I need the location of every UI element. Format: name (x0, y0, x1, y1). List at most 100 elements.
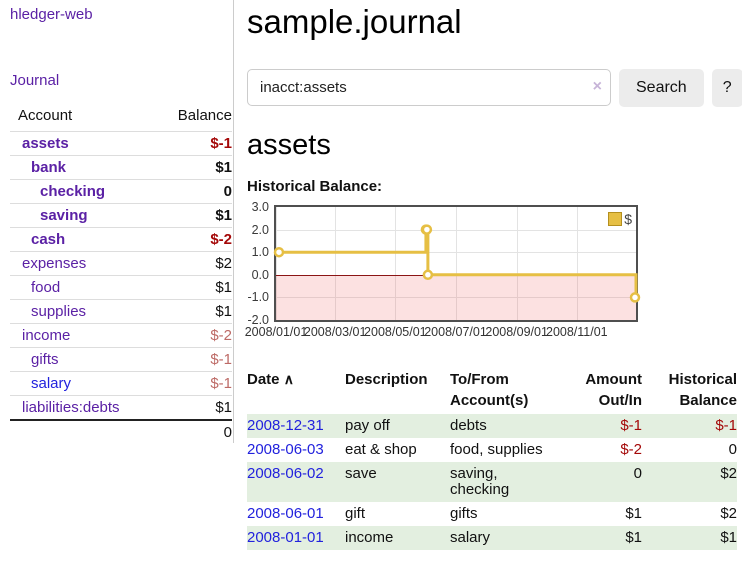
nav-journal-link[interactable]: Journal (10, 72, 60, 89)
account-balance: $1 (215, 399, 232, 416)
transaction-balance: $-1 (715, 417, 737, 434)
transaction-date-link[interactable]: 2008-01-01 (247, 529, 324, 546)
account-row: income $-2 (10, 323, 232, 347)
register-row: 2008-06-01 gift gifts $1 $2 (247, 502, 737, 526)
y-axis-tick: 3.0 (251, 200, 269, 214)
account-link-salary[interactable]: salary (31, 375, 72, 392)
page-title: sample.journal (247, 3, 462, 40)
account-heading: assets (247, 129, 331, 161)
v-gridline (576, 207, 578, 320)
transaction-amount: $1 (625, 505, 642, 522)
register-row: 2008-12-31 pay off debts $-1 $-1 (247, 414, 737, 438)
search-form: × Search ? (247, 69, 742, 107)
register-table: Date ∧ Description To/From Account(s) Am… (247, 366, 737, 550)
transaction-amount: $-2 (620, 441, 642, 458)
accounts-tree: Account Balance assets $-1 bank $1 check… (10, 103, 232, 444)
transaction-date-link[interactable]: 2008-12-31 (247, 417, 324, 434)
account-balance: 0 (223, 183, 232, 200)
account-link-cash[interactable]: cash (31, 231, 66, 248)
transaction-date-link[interactable]: 2008-06-03 (247, 441, 324, 458)
v-gridline (455, 207, 457, 320)
account-balance: $1 (215, 279, 232, 296)
transaction-date-link[interactable]: 2008-06-02 (247, 465, 324, 482)
account-link-income[interactable]: income (22, 327, 71, 344)
account-row: supplies $1 (10, 299, 232, 323)
help-button[interactable]: ? (711, 69, 742, 107)
register-row: 2008-01-01 income salary $1 $1 (247, 526, 737, 550)
account-row: cash $-2 (10, 227, 232, 251)
x-axis-tick: 2008/11/01 (545, 325, 608, 339)
chart-x-labels: 2008/01/01 2008/03/01 2008/05/01 2008/07/01… (245, 325, 739, 341)
transaction-date-link[interactable]: 2008-06-01 (247, 505, 324, 522)
transaction-accounts: gifts (450, 505, 478, 522)
account-balance: $1 (215, 303, 232, 320)
y-axis-tick: -2.0 (247, 313, 269, 327)
balance-step-line (273, 224, 641, 303)
account-balance: $1 (215, 159, 232, 176)
account-row: bank $1 (10, 155, 232, 179)
account-row: liabilities:debts $1 (10, 395, 232, 419)
account-link-supplies[interactable]: supplies (31, 303, 87, 320)
transaction-accounts: debts (450, 417, 487, 434)
data-point-marker (273, 246, 285, 258)
col-header-date: Date ∧ (247, 371, 294, 388)
account-link-bank[interactable]: bank (31, 159, 67, 176)
account-link-gifts[interactable]: gifts (31, 351, 59, 368)
account-row: salary $-1 (10, 371, 232, 395)
search-input-wrap: × (247, 69, 611, 106)
data-point-marker (422, 269, 434, 281)
col-header-description: Description (345, 371, 428, 388)
y-axis-tick: 0.0 (251, 267, 269, 282)
account-balance: $1 (215, 207, 232, 224)
legend-label: $ (624, 211, 632, 227)
v-gridline (335, 207, 337, 320)
account-row: expenses $2 (10, 251, 232, 275)
account-balance: $-1 (210, 375, 232, 392)
transaction-amount: 0 (633, 465, 642, 482)
transaction-amount: $1 (625, 529, 642, 546)
account-link-saving[interactable]: saving (40, 207, 88, 224)
transaction-accounts: food, supplies (450, 441, 543, 458)
account-row: gifts $-1 (10, 347, 232, 371)
v-gridline (276, 207, 277, 320)
data-point-marker (629, 292, 641, 303)
sort-ascending-icon: ∧ (283, 371, 294, 387)
chart-plot[interactable]: $ (273, 205, 641, 322)
sidebar-divider (233, 0, 234, 443)
register-header-row: Date ∧ Description To/From Account(s) Am… (247, 366, 737, 414)
y-axis-tick: 2.0 (251, 222, 269, 237)
negative-region (276, 274, 636, 320)
account-link-food[interactable]: food (31, 279, 61, 296)
account-row: assets $-1 (10, 131, 232, 155)
y-axis-tick: -1.0 (247, 290, 269, 305)
transaction-balance: $2 (720, 505, 737, 522)
x-axis-tick: 2008/07/01 (424, 325, 487, 339)
chart-title: Historical Balance: (247, 178, 383, 195)
account-link-checking[interactable]: checking (40, 183, 106, 200)
accounts-total: 0 (10, 419, 232, 444)
transaction-balance: $2 (720, 465, 737, 482)
clear-search-icon[interactable]: × (592, 78, 602, 95)
account-row: food $1 (10, 275, 232, 299)
transaction-accounts: saving, checking (450, 465, 510, 498)
account-link-assets[interactable]: assets (22, 135, 69, 152)
transaction-description: save (345, 465, 377, 482)
transaction-amount: $-1 (620, 417, 642, 434)
account-balance: $-1 (210, 351, 232, 368)
brand-link[interactable]: hledger-web (10, 6, 93, 23)
account-balance: $-2 (210, 327, 232, 344)
account-row: saving $1 (10, 203, 232, 227)
search-button[interactable]: Search (619, 69, 704, 107)
data-point-marker (421, 224, 433, 235)
transaction-description: pay off (345, 417, 390, 434)
v-gridline (516, 207, 518, 320)
account-link-expenses[interactable]: expenses (22, 255, 87, 272)
transaction-description: income (345, 529, 394, 546)
register-row: 2008-06-02 save saving, checking 0 $2 (247, 462, 737, 502)
account-link-liabilities-debts[interactable]: liabilities:debts (22, 399, 120, 416)
search-input[interactable] (247, 69, 611, 106)
col-header-amount: Amount Out/In (585, 371, 642, 409)
x-axis-tick: 2008/05/01 (364, 325, 427, 339)
transaction-balance: $1 (720, 529, 737, 546)
